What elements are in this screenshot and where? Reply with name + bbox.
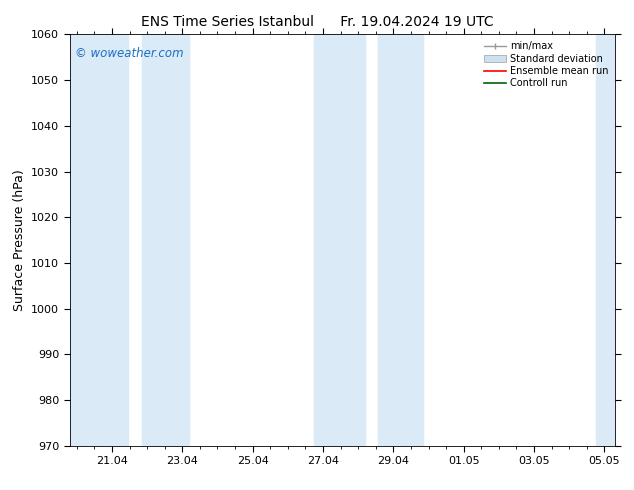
Legend: min/max, Standard deviation, Ensemble mean run, Controll run: min/max, Standard deviation, Ensemble me… (482, 39, 610, 90)
Bar (314, 34, 365, 446)
Bar (70, 34, 128, 446)
Y-axis label: Surface Pressure (hPa): Surface Pressure (hPa) (13, 169, 25, 311)
Text: ENS Time Series Istanbul      Fr. 19.04.2024 19 UTC: ENS Time Series Istanbul Fr. 19.04.2024 … (141, 15, 493, 29)
Bar (595, 34, 615, 446)
Bar (142, 34, 190, 446)
Text: © woweather.com: © woweather.com (75, 47, 184, 60)
Bar (377, 34, 424, 446)
